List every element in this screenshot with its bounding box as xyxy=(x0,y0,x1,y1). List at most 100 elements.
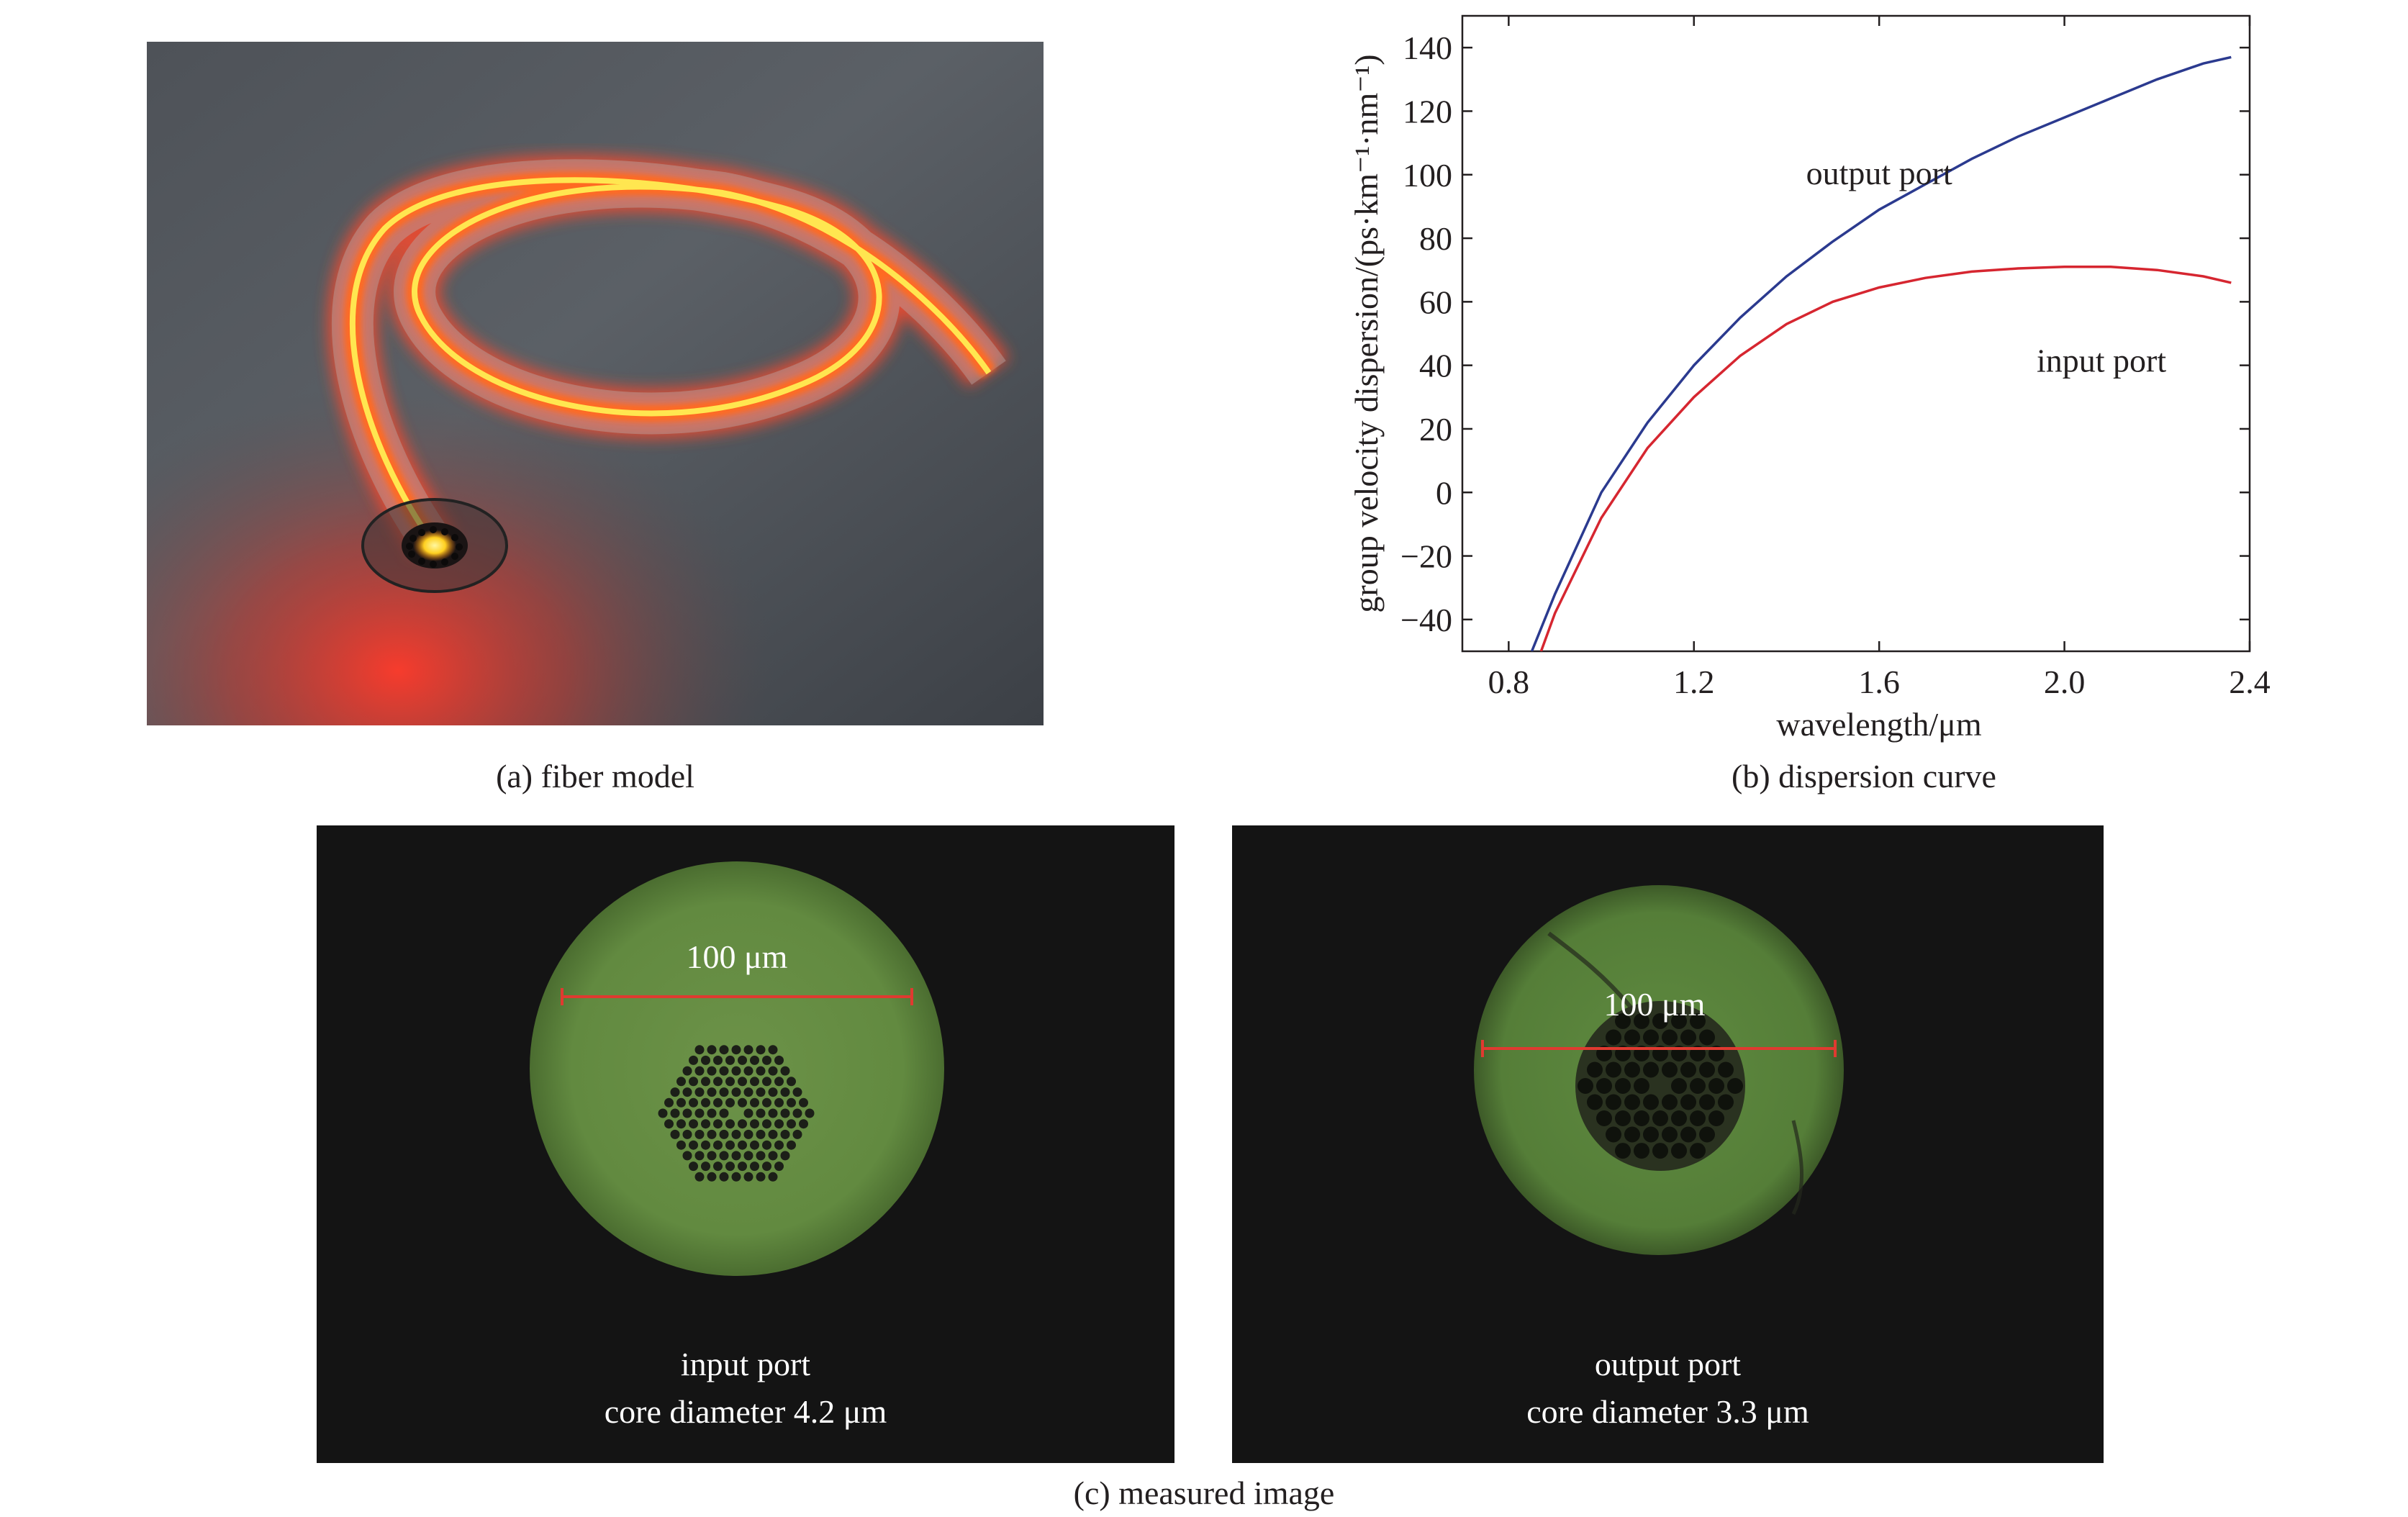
air-hole xyxy=(768,1172,778,1182)
air-hole xyxy=(1643,1094,1659,1110)
air-hole xyxy=(780,1087,790,1097)
input-core-diameter: core diameter 4.2 μm xyxy=(604,1393,887,1430)
air-hole xyxy=(756,1066,766,1076)
air-hole xyxy=(1662,1061,1678,1078)
air-hole xyxy=(1680,1126,1696,1143)
air-hole xyxy=(1671,1143,1687,1159)
air-hole xyxy=(694,1045,705,1055)
air-hole xyxy=(725,1097,735,1108)
air-hole xyxy=(719,1087,729,1097)
air-hole xyxy=(1727,1078,1743,1094)
air-hole xyxy=(762,1097,771,1108)
air-hole xyxy=(738,1119,747,1129)
y-axis-label: group velocity dispersion/(ps·km⁻¹·nm⁻¹) xyxy=(1348,54,1385,612)
air-hole xyxy=(768,1066,778,1076)
air-hole xyxy=(774,1097,784,1108)
air-hole xyxy=(762,1055,771,1065)
air-hole xyxy=(1652,1110,1668,1126)
air-hole xyxy=(792,1129,802,1139)
air-hole xyxy=(689,1077,698,1087)
air-hole xyxy=(805,1108,815,1118)
air-hole xyxy=(1624,1029,1640,1046)
air-hole xyxy=(731,1066,741,1076)
output-port-image xyxy=(1232,825,2104,1463)
air-hole xyxy=(670,1087,680,1097)
air-hole xyxy=(1643,1126,1659,1143)
air-hole xyxy=(1643,1029,1659,1046)
air-hole xyxy=(774,1119,784,1129)
air-hole xyxy=(799,1119,808,1129)
air-hole xyxy=(713,1077,723,1087)
air-hole xyxy=(1671,1013,1687,1029)
output-core-diameter: core diameter 3.3 μm xyxy=(1526,1393,1809,1430)
air-hole xyxy=(774,1161,784,1172)
air-hole xyxy=(731,1129,741,1139)
air-hole xyxy=(1680,1094,1696,1110)
air-hole xyxy=(701,1140,710,1150)
air-hole xyxy=(694,1087,705,1097)
air-hole xyxy=(1690,1110,1706,1126)
air-hole xyxy=(743,1087,753,1097)
air-hole xyxy=(1680,1061,1696,1078)
air-hole xyxy=(670,1108,680,1118)
air-hole xyxy=(1643,1061,1659,1078)
air-hole xyxy=(719,1066,729,1076)
air-hole xyxy=(719,1129,729,1139)
air-hole xyxy=(756,1045,766,1055)
air-hole xyxy=(1671,1078,1687,1094)
air-hole xyxy=(738,1161,747,1172)
air-hole xyxy=(787,1077,796,1087)
air-hole xyxy=(689,1140,698,1150)
air-hole xyxy=(664,1097,674,1108)
air-hole xyxy=(713,1055,723,1065)
air-hole xyxy=(707,1087,717,1097)
air-hole xyxy=(694,1129,705,1139)
air-hole xyxy=(682,1108,692,1118)
y-tick-label: 0 xyxy=(1436,474,1452,511)
air-hole xyxy=(1587,1061,1603,1078)
air-hole xyxy=(676,1077,686,1087)
air-hole xyxy=(750,1140,759,1150)
output-port-label: output port xyxy=(1594,1346,1742,1382)
x-tick-label: 0.8 xyxy=(1488,664,1530,700)
air-hole xyxy=(1671,1110,1687,1126)
air-hole xyxy=(658,1108,668,1118)
air-hole xyxy=(1634,1013,1649,1029)
air-hole xyxy=(780,1151,790,1161)
dispersion-chart-svg: 0.8 1.2 1.6 2.0 2.4 −40 −20 0 20 40 60 80 100 120 140 o… xyxy=(1348,14,2271,743)
air-hole xyxy=(743,1108,753,1118)
air-hole xyxy=(774,1055,784,1065)
air-hole xyxy=(756,1129,766,1139)
air-hole xyxy=(682,1087,692,1097)
air-hole xyxy=(725,1055,735,1065)
series-line-input-port xyxy=(1539,266,2232,651)
air-hole xyxy=(1615,1110,1631,1126)
air-hole xyxy=(713,1161,723,1172)
air-hole xyxy=(701,1161,710,1172)
air-hole xyxy=(707,1172,717,1182)
air-hole xyxy=(743,1172,753,1182)
panel-c-caption: (c) measured image xyxy=(1073,1475,1335,1511)
y-tick-label: 140 xyxy=(1403,30,1452,66)
y-tick-label: 40 xyxy=(1419,348,1452,384)
air-hole xyxy=(1596,1078,1612,1094)
air-hole xyxy=(682,1151,692,1161)
air-hole xyxy=(1634,1110,1649,1126)
air-hole xyxy=(701,1097,710,1108)
air-hole xyxy=(762,1077,771,1087)
air-hole xyxy=(1690,1143,1706,1159)
air-hole xyxy=(676,1119,686,1129)
curve-annotation: output port xyxy=(1806,155,1952,191)
air-hole xyxy=(787,1140,796,1150)
air-hole xyxy=(707,1108,717,1118)
output-scale-label: 100 μm xyxy=(1603,986,1706,1023)
air-hole xyxy=(780,1066,790,1076)
air-hole xyxy=(694,1172,705,1182)
air-hole xyxy=(792,1087,802,1097)
air-hole xyxy=(1708,1110,1724,1126)
air-hole xyxy=(756,1151,766,1161)
air-hole xyxy=(1690,1013,1706,1029)
air-hole xyxy=(1606,1094,1621,1110)
air-hole xyxy=(1690,1078,1706,1094)
plot-frame xyxy=(1461,14,2251,653)
